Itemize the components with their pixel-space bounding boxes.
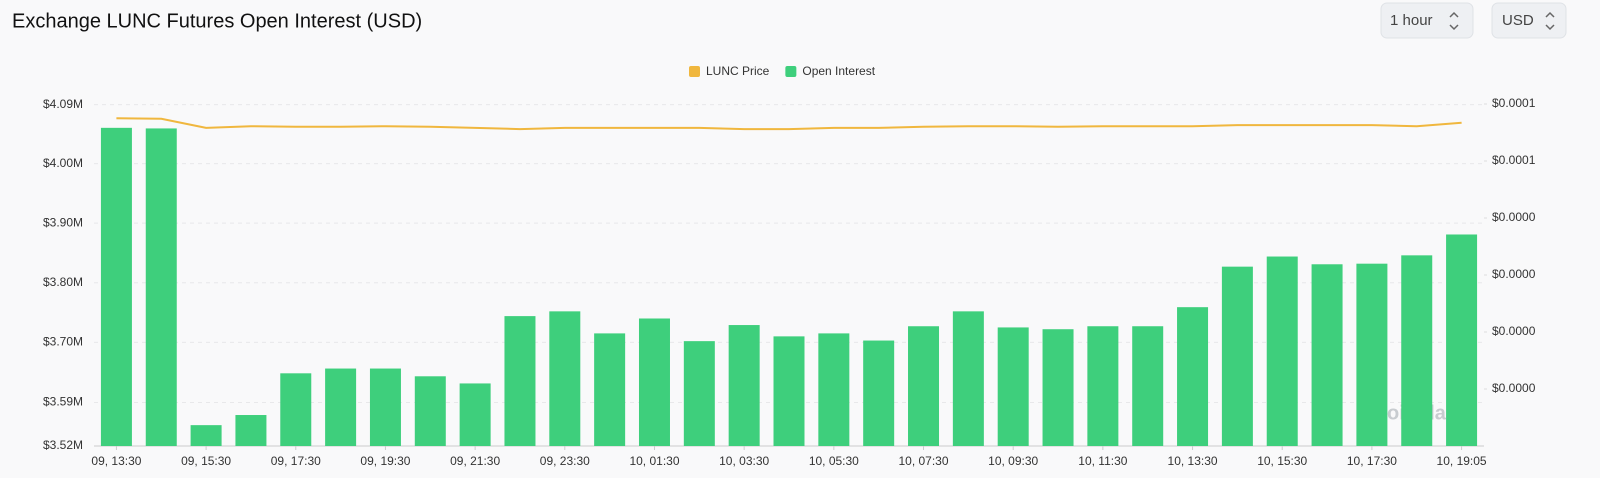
y-tick-label: $4.09M — [43, 97, 83, 111]
bar — [1042, 329, 1074, 446]
bar — [145, 128, 177, 446]
bar — [549, 311, 581, 446]
bar — [280, 373, 312, 446]
bar — [1311, 264, 1343, 446]
currency-label[interactable]: USD — [1502, 12, 1534, 29]
x-tick-label: 09, 15:30 — [181, 454, 231, 468]
x-tick-label: 10, 11:30 — [1078, 454, 1127, 468]
interval-select[interactable] — [1380, 2, 1474, 39]
bar — [908, 326, 940, 446]
x-tick-label: 10, 03:30 — [719, 454, 769, 468]
bar — [459, 383, 491, 446]
y-tick-label: $3.52M — [43, 438, 83, 452]
x-tick-label: 10, 17:30 — [1347, 454, 1397, 468]
chart-title: Exchange LUNC Futures Open Interest (USD… — [12, 10, 422, 32]
x-tick-label: 10, 05:30 — [809, 454, 859, 468]
bar — [1087, 326, 1119, 446]
bar — [1401, 255, 1433, 446]
legend-label: Open Interest — [802, 64, 875, 78]
bar — [997, 327, 1029, 446]
bar — [594, 333, 626, 446]
bar — [504, 316, 536, 446]
bar — [1266, 256, 1298, 446]
select-arrows — [1545, 11, 1555, 31]
x-tick-label: 09, 23:30 — [540, 454, 590, 468]
x-tick-label: 10, 07:30 — [898, 454, 948, 468]
x-tick-label: 09, 17:30 — [271, 454, 321, 468]
x-tick-label: 09, 19:30 — [360, 454, 410, 468]
y2-tick-label: $0.0000 — [1492, 267, 1536, 281]
x-tick-label: 10, 15:30 — [1257, 454, 1307, 468]
y2-tick-label: $0.0000 — [1492, 381, 1536, 395]
bar — [235, 415, 267, 446]
y2-tick-label: $0.0001 — [1492, 96, 1536, 110]
y2-tick-label: $0.0000 — [1492, 324, 1536, 338]
interval-label[interactable]: 1 hour — [1390, 12, 1433, 29]
currency-select[interactable] — [1491, 2, 1567, 39]
select-arrows — [1449, 11, 1459, 31]
bar — [369, 368, 401, 446]
bar — [190, 425, 222, 446]
bar — [952, 311, 984, 446]
x-tick-label: 10, 13:30 — [1168, 454, 1218, 468]
bar — [1221, 266, 1253, 446]
bar — [818, 333, 850, 446]
y-tick-label: $3.59M — [43, 395, 83, 409]
x-tick-label: 09, 21:30 — [450, 454, 500, 468]
bar — [638, 318, 670, 446]
y2-tick-label: $0.0000 — [1492, 210, 1536, 224]
bar — [1177, 307, 1209, 446]
bar — [863, 340, 895, 446]
y-tick-label: $4.00M — [43, 156, 83, 170]
x-tick-label: 10, 19:05 — [1437, 454, 1487, 468]
x-tick-label: 10, 01:30 — [629, 454, 679, 468]
bar — [100, 127, 132, 446]
bar — [728, 325, 760, 446]
bar — [325, 368, 357, 446]
legend-swatch — [785, 66, 797, 77]
bar — [1132, 326, 1164, 446]
y2-tick-label: $0.0001 — [1492, 153, 1536, 167]
x-tick-label: 09, 13:30 — [91, 454, 141, 468]
bar — [773, 336, 805, 446]
y-tick-label: $3.90M — [43, 215, 83, 229]
bar — [683, 341, 715, 446]
y-tick-label: $3.80M — [43, 275, 83, 289]
legend-swatch — [689, 66, 700, 77]
price-line — [116, 117, 1462, 131]
bar — [1446, 234, 1478, 446]
bar — [1356, 263, 1388, 446]
y-tick-label: $3.70M — [43, 334, 83, 348]
legend-label: LUNC Price — [706, 64, 770, 78]
bar — [414, 376, 446, 446]
x-tick-label: 10, 09:30 — [988, 454, 1038, 468]
